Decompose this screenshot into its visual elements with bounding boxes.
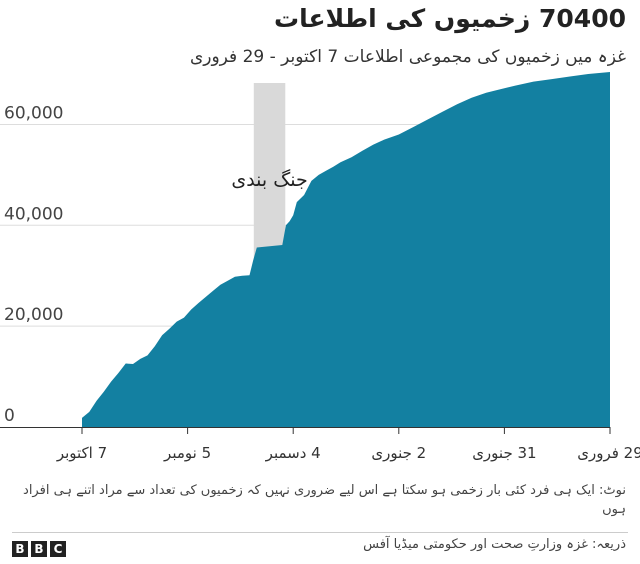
injuries-area [82, 72, 610, 427]
labels: 0 20,000 40,000 60,000 7 اکتوبر 5 نومبر 4 دسمب… [4, 103, 640, 462]
logo-letter: C [50, 541, 66, 557]
ceasefire-label: جنگ بندی [231, 169, 307, 191]
x-tick-label: 4 دسمبر [265, 444, 321, 462]
axes [0, 427, 611, 434]
x-tick-label: 31 جنوری [472, 444, 536, 462]
y-tick-label: 60,000 [4, 103, 63, 123]
chart-subtitle: غزہ میں زخمیوں کی مجموعی اطلاعات 7 اکتوب… [189, 47, 626, 67]
source-text: ذریعہ: غزہ وزارتِ صحت اور حکومتی میڈیا آ… [363, 537, 626, 552]
x-tick-label: 7 اکتوبر [56, 444, 107, 462]
y-tick-label: 20,000 [4, 305, 63, 325]
footer-divider [12, 532, 628, 533]
y-tick-label: 40,000 [4, 204, 63, 224]
x-tick-label: 2 جنوری [371, 444, 426, 462]
x-tick-label: 5 نومبر [163, 444, 211, 462]
area-chart: 0 20,000 40,000 60,000 7 اکتوبر 5 نومبر 4 دسمب… [0, 72, 640, 462]
area-layer [82, 72, 610, 427]
footnote: نوٹ: ایک ہی فرد کئی بار زخمی ہو سکتا ہے … [23, 483, 626, 517]
logo-letter: B [31, 541, 47, 557]
bbc-logo: B B C [12, 541, 66, 557]
chart-title: 70400 زخمیوں کی اطلاعات [274, 4, 626, 33]
logo-letter: B [12, 541, 28, 557]
y-tick-label: 0 [4, 406, 15, 426]
x-tick-label: 29 فروری [577, 444, 640, 462]
